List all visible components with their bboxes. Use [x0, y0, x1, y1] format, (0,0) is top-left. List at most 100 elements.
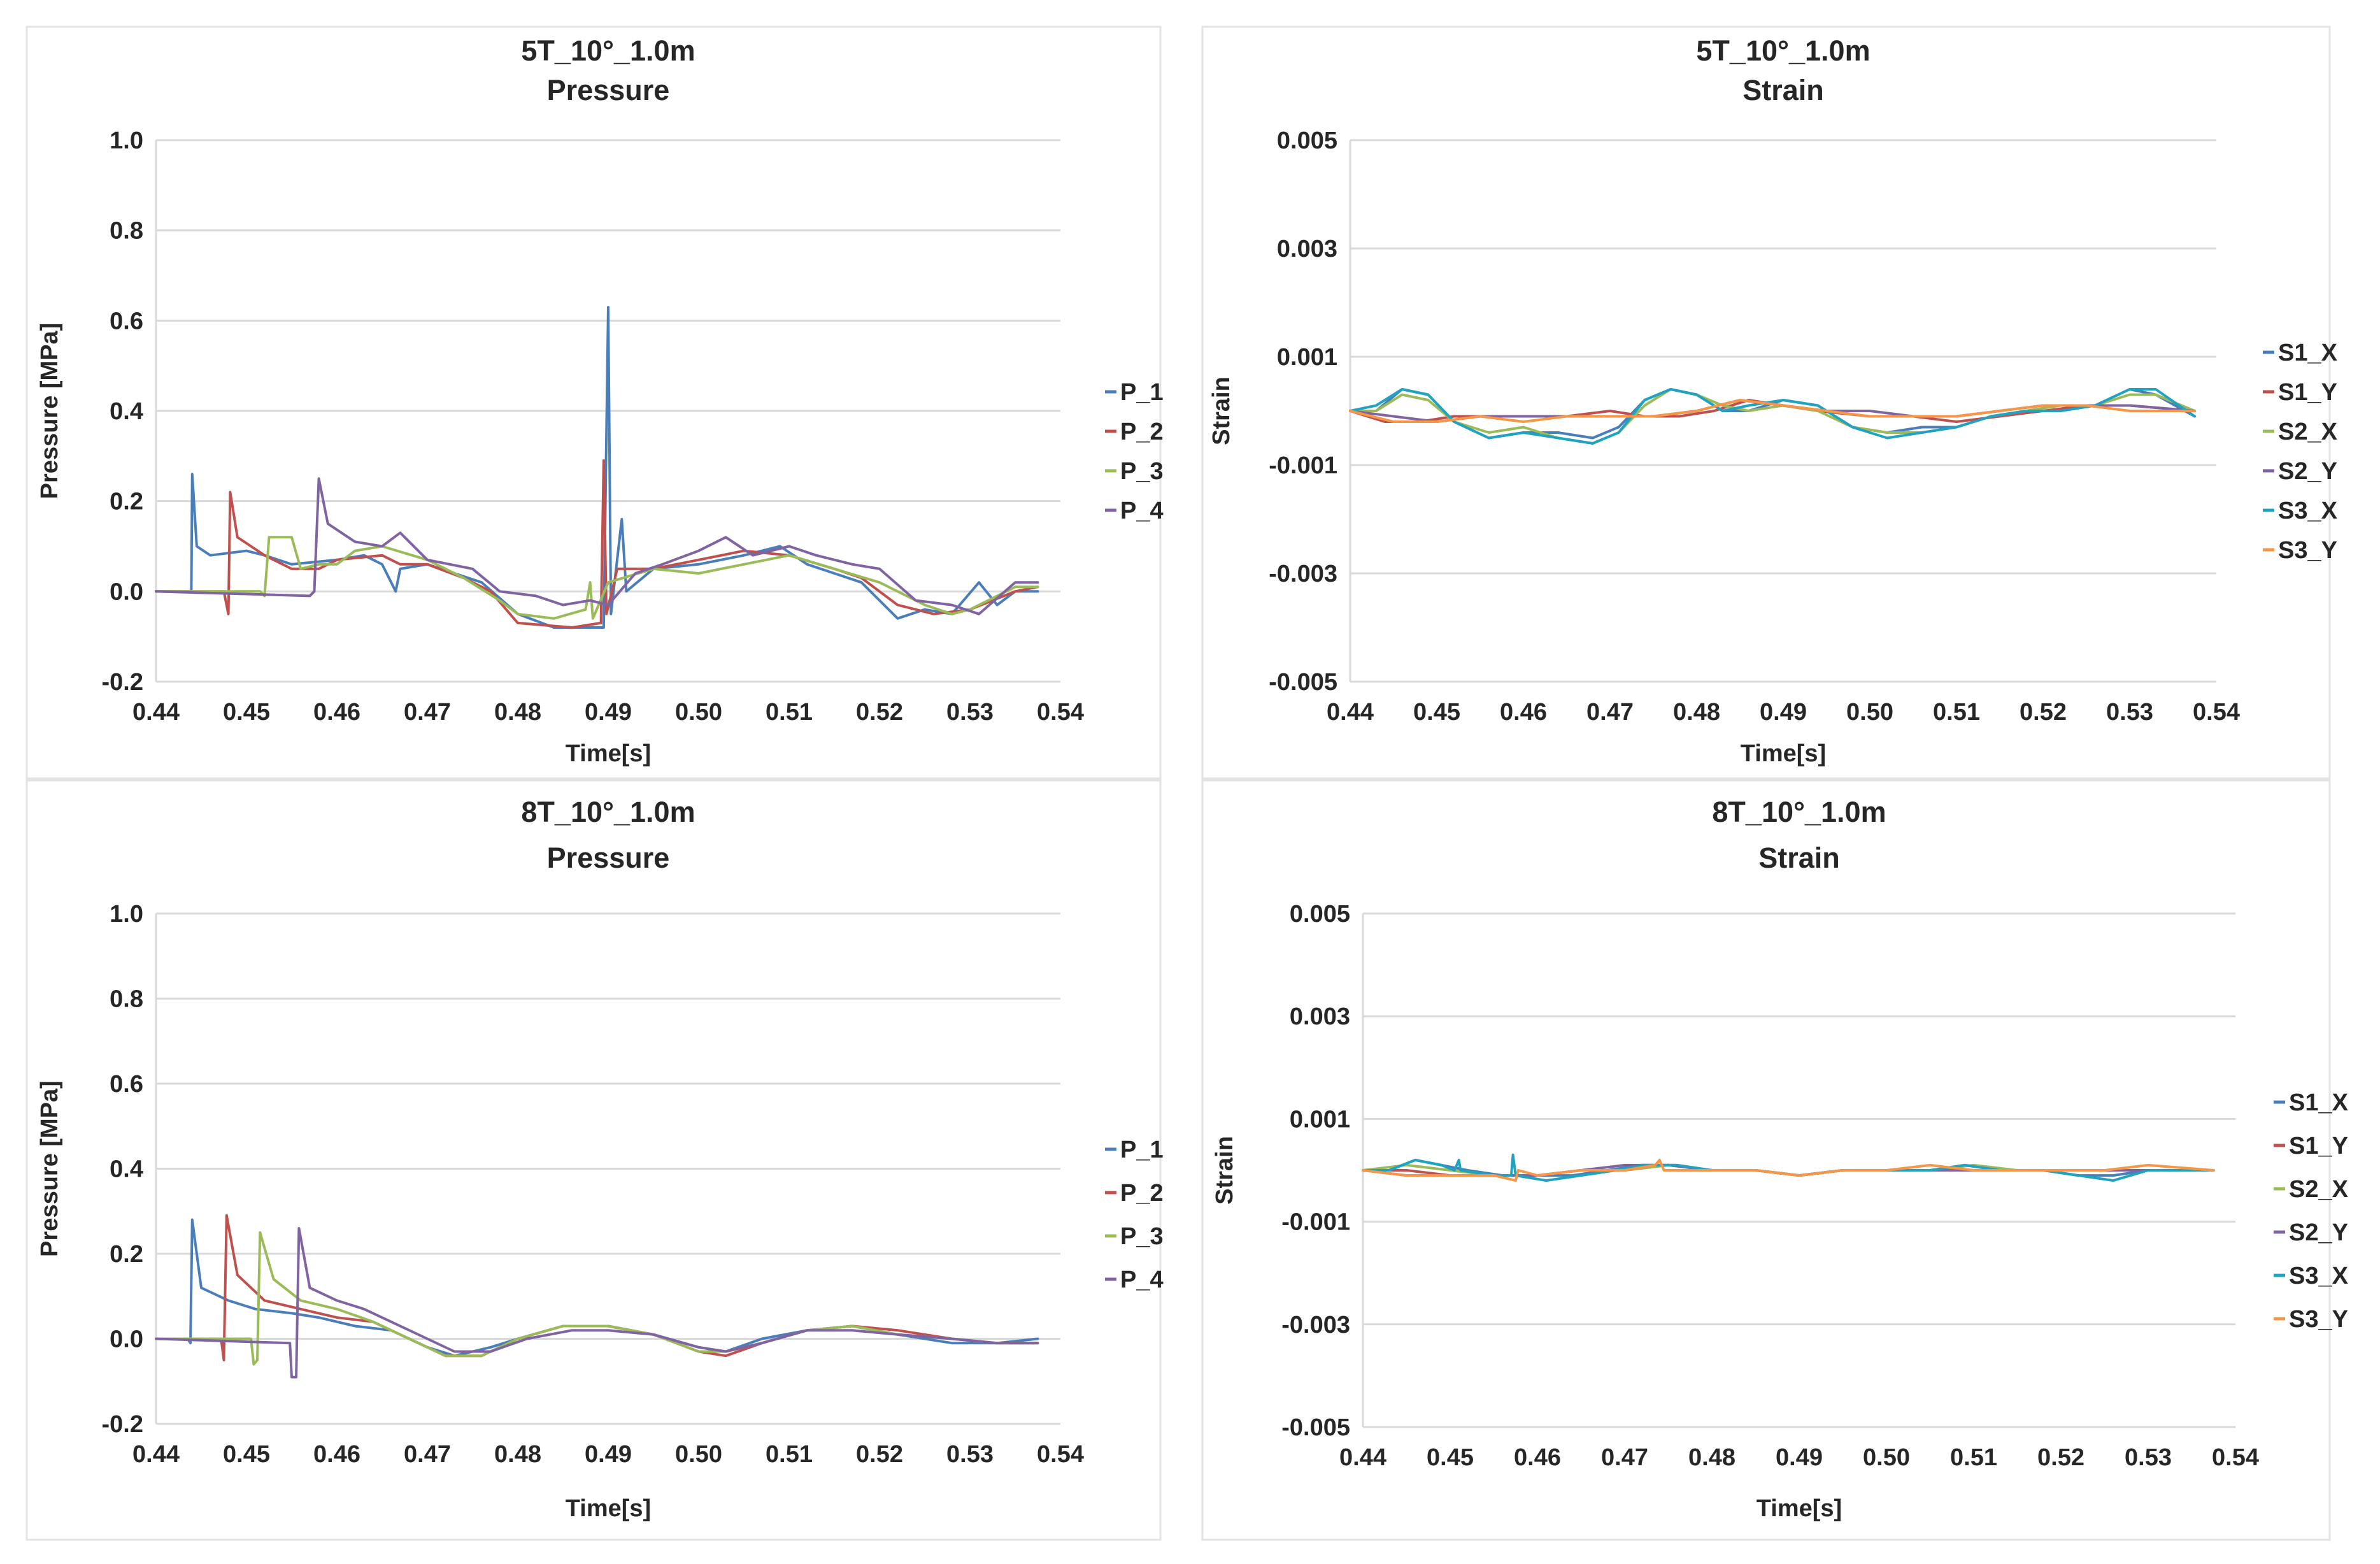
chart-panel-3: 8T_10°_1.0m Pressure -0.2 0.0 0.2 0.4 0.6 0.8 1.… [25, 779, 1164, 1541]
legend-label: P_1 [1120, 379, 1164, 406]
y-tick-label: 0.005 [1277, 127, 1337, 154]
y-tick-label: 0.005 [1290, 901, 1350, 928]
legend-label: S3_Y [2278, 537, 2337, 564]
x-tick-label: 0.54 [2193, 699, 2240, 726]
x-axis-title: Time[s] [1756, 1495, 1842, 1522]
x-tick-label: 0.49 [1760, 699, 1807, 726]
chart-panel-4: 8T_10°_1.0m Strain -0.005 -0.003 -0.001 0.001… [1201, 779, 2349, 1541]
x-tick-label: 0.45 [223, 1441, 270, 1468]
x-tick-label: 0.52 [856, 699, 903, 726]
chart-subtitle: Pressure [547, 74, 670, 106]
panel-frame [1201, 779, 2331, 1541]
series-line-s3-x [1349, 388, 2196, 445]
y-tick-label: 0.003 [1277, 236, 1337, 262]
legend-label: P_2 [1120, 1180, 1164, 1207]
y-tick-label: 0.003 [1290, 1003, 1350, 1030]
x-tick-label: 0.50 [1846, 699, 1893, 726]
chart-title: 8T_10°_1.0m [1712, 796, 1886, 828]
x-tick-label: 0.50 [1863, 1444, 1910, 1471]
x-tick-label: 0.52 [856, 1441, 903, 1468]
series-line-p-1 [155, 306, 1039, 629]
x-tick-label: 0.51 [1933, 699, 1980, 726]
legend-label: S2_X [2278, 419, 2338, 445]
x-tick-label: 0.47 [404, 1441, 451, 1468]
y-tick-label: 0.6 [110, 308, 143, 334]
legend-label: P_3 [1120, 458, 1164, 485]
panel-frame [25, 25, 1162, 780]
y-tick-label: 0.001 [1290, 1106, 1350, 1133]
legend: P_1 P_2 P_3 P_4 [1105, 379, 1164, 524]
legend-label: S1_Y [2278, 379, 2337, 406]
x-tick-label: 0.50 [675, 699, 722, 726]
y-tick-label: 1.0 [110, 127, 143, 154]
x-tick-label: 0.47 [1601, 1444, 1648, 1471]
x-tick-label: 0.48 [494, 699, 541, 726]
x-tick-label: 0.54 [2212, 1444, 2259, 1471]
x-tick-label: 0.53 [946, 699, 994, 726]
x-tick-label: 0.51 [766, 699, 813, 726]
legend-label: P_3 [1120, 1223, 1164, 1250]
x-tick-label: 0.45 [1413, 699, 1460, 726]
y-axis-title: Strain [1208, 377, 1235, 445]
y-tick-label: -0.003 [1281, 1312, 1350, 1338]
x-tick-label: 0.54 [1037, 699, 1084, 726]
x-tick-label: 0.46 [313, 699, 360, 726]
y-tick-label: 0.8 [110, 218, 143, 245]
series-line-p-4 [155, 1227, 1039, 1379]
legend: S1_X S1_Y S2_X S2_Y S3_X S3_Y [2274, 1089, 2349, 1333]
x-tick-label: 0.50 [675, 1441, 722, 1468]
chart-title: 5T_10°_1.0m [521, 34, 695, 67]
chart-panel-2: 5T_10°_1.0m Strain -0.005 -0.003 -0.001 0.001… [1201, 25, 2338, 780]
x-tick-label: 0.49 [585, 699, 632, 726]
y-tick-label: 0.0 [110, 1326, 143, 1353]
y-tick-label: 0.6 [110, 1071, 143, 1098]
series-line-p-4 [155, 477, 1039, 615]
chart-title: 8T_10°_1.0m [521, 796, 695, 828]
legend: S1_X S1_Y S2_X S2_Y S3_X S3_Y [2263, 340, 2338, 564]
chart-panel-1: 5T_10°_1.0m Pressure -0.2 0.0 0.2 0.4 0.6 0.8 1.… [25, 25, 1164, 780]
x-tick-label: 0.44 [1327, 699, 1374, 726]
y-tick-label: 0.2 [110, 1241, 143, 1268]
x-axis-title: Time[s] [1741, 740, 1826, 767]
x-tick-label: 0.53 [2106, 699, 2153, 726]
x-tick-label: 0.47 [404, 699, 451, 726]
x-tick-label: 0.48 [1688, 1444, 1735, 1471]
y-tick-label: 0.001 [1277, 344, 1337, 371]
legend-label: P_4 [1120, 498, 1164, 524]
x-tick-label: 0.45 [1427, 1444, 1474, 1471]
y-tick-label: 0.0 [110, 578, 143, 605]
x-tick-label: 0.44 [1339, 1444, 1386, 1471]
x-tick-label: 0.53 [946, 1441, 994, 1468]
y-tick-label: -0.005 [1269, 669, 1337, 696]
chart-subtitle: Strain [1758, 842, 1840, 874]
y-tick-label: 0.2 [110, 489, 143, 515]
legend-label: S2_Y [2289, 1219, 2348, 1246]
series-line-p-3 [155, 536, 1039, 620]
legend-label: P_2 [1120, 419, 1164, 445]
legend-label: P_1 [1120, 1137, 1164, 1163]
y-tick-label: 1.0 [110, 901, 143, 928]
chart-title: 5T_10°_1.0m [1696, 34, 1870, 67]
legend-label: S1_Y [2289, 1133, 2348, 1159]
x-tick-label: 0.52 [2037, 1444, 2084, 1471]
x-tick-label: 0.46 [1514, 1444, 1561, 1471]
x-tick-label: 0.46 [313, 1441, 360, 1468]
y-tick-label: -0.005 [1281, 1414, 1350, 1441]
y-tick-label: -0.003 [1269, 561, 1337, 587]
legend-label: S3_X [2289, 1263, 2349, 1289]
x-tick-label: 0.54 [1037, 1441, 1084, 1468]
x-axis-title: Time[s] [566, 1495, 651, 1522]
y-tick-label: -0.001 [1269, 452, 1337, 479]
legend: P_1 P_2 P_3 P_4 [1105, 1137, 1164, 1293]
x-tick-label: 0.51 [1950, 1444, 1997, 1471]
x-tick-label: 0.48 [1673, 699, 1720, 726]
x-tick-label: 0.47 [1586, 699, 1634, 726]
legend-label: S2_Y [2278, 458, 2337, 485]
x-tick-label: 0.44 [132, 1441, 180, 1468]
x-tick-label: 0.48 [494, 1441, 541, 1468]
y-axis-title: Strain [1211, 1136, 1238, 1205]
y-axis-title: Pressure [MPa] [36, 323, 63, 499]
y-tick-label: -0.2 [102, 1411, 143, 1438]
chart-subtitle: Pressure [547, 842, 670, 874]
